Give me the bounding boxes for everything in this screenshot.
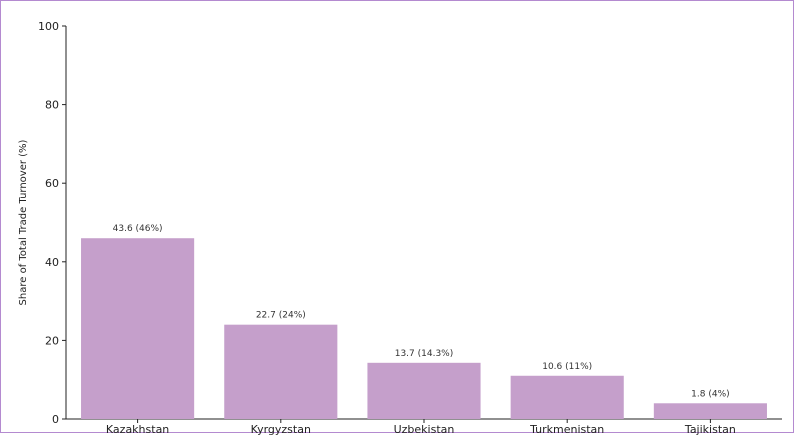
y-axis-title: Share of Total Trade Turnover (%): [18, 139, 29, 305]
x-tick-label: Turkmenistan: [529, 423, 604, 435]
y-tick-label: 100: [38, 20, 59, 33]
y-tick-label: 20: [45, 334, 59, 347]
x-tick-label: Kyrgyzstan: [251, 423, 311, 435]
x-tick-label: Kazakhstan: [106, 423, 169, 435]
bar-uzbekistan: [367, 362, 481, 419]
bar-turkmenistan: [510, 375, 624, 419]
y-tick-label: 0: [52, 413, 59, 426]
data-label: 10.6 (11%): [542, 362, 592, 372]
y-tick-label: 60: [45, 177, 59, 190]
data-label: 1.8 (4%): [691, 389, 729, 399]
x-tick-label: Tajikistan: [684, 423, 736, 435]
bars: [81, 238, 767, 419]
data-label: 22.7 (24%): [256, 311, 306, 321]
bar-kazakhstan: [81, 238, 195, 419]
bar-tajikistan: [653, 403, 767, 419]
x-tick-label: Uzbekistan: [394, 423, 455, 435]
labels: 43.6 (46%) Kazakhstan 22.7 (24%) Kyrgyzstan…: [106, 224, 736, 435]
y-tick-label: 80: [45, 99, 59, 112]
data-label: 13.7 (14.3%): [395, 349, 454, 359]
bar-kyrgyzstan: [224, 324, 338, 419]
data-label: 43.6 (46%): [113, 224, 163, 234]
y-tick-label: 40: [45, 256, 59, 269]
